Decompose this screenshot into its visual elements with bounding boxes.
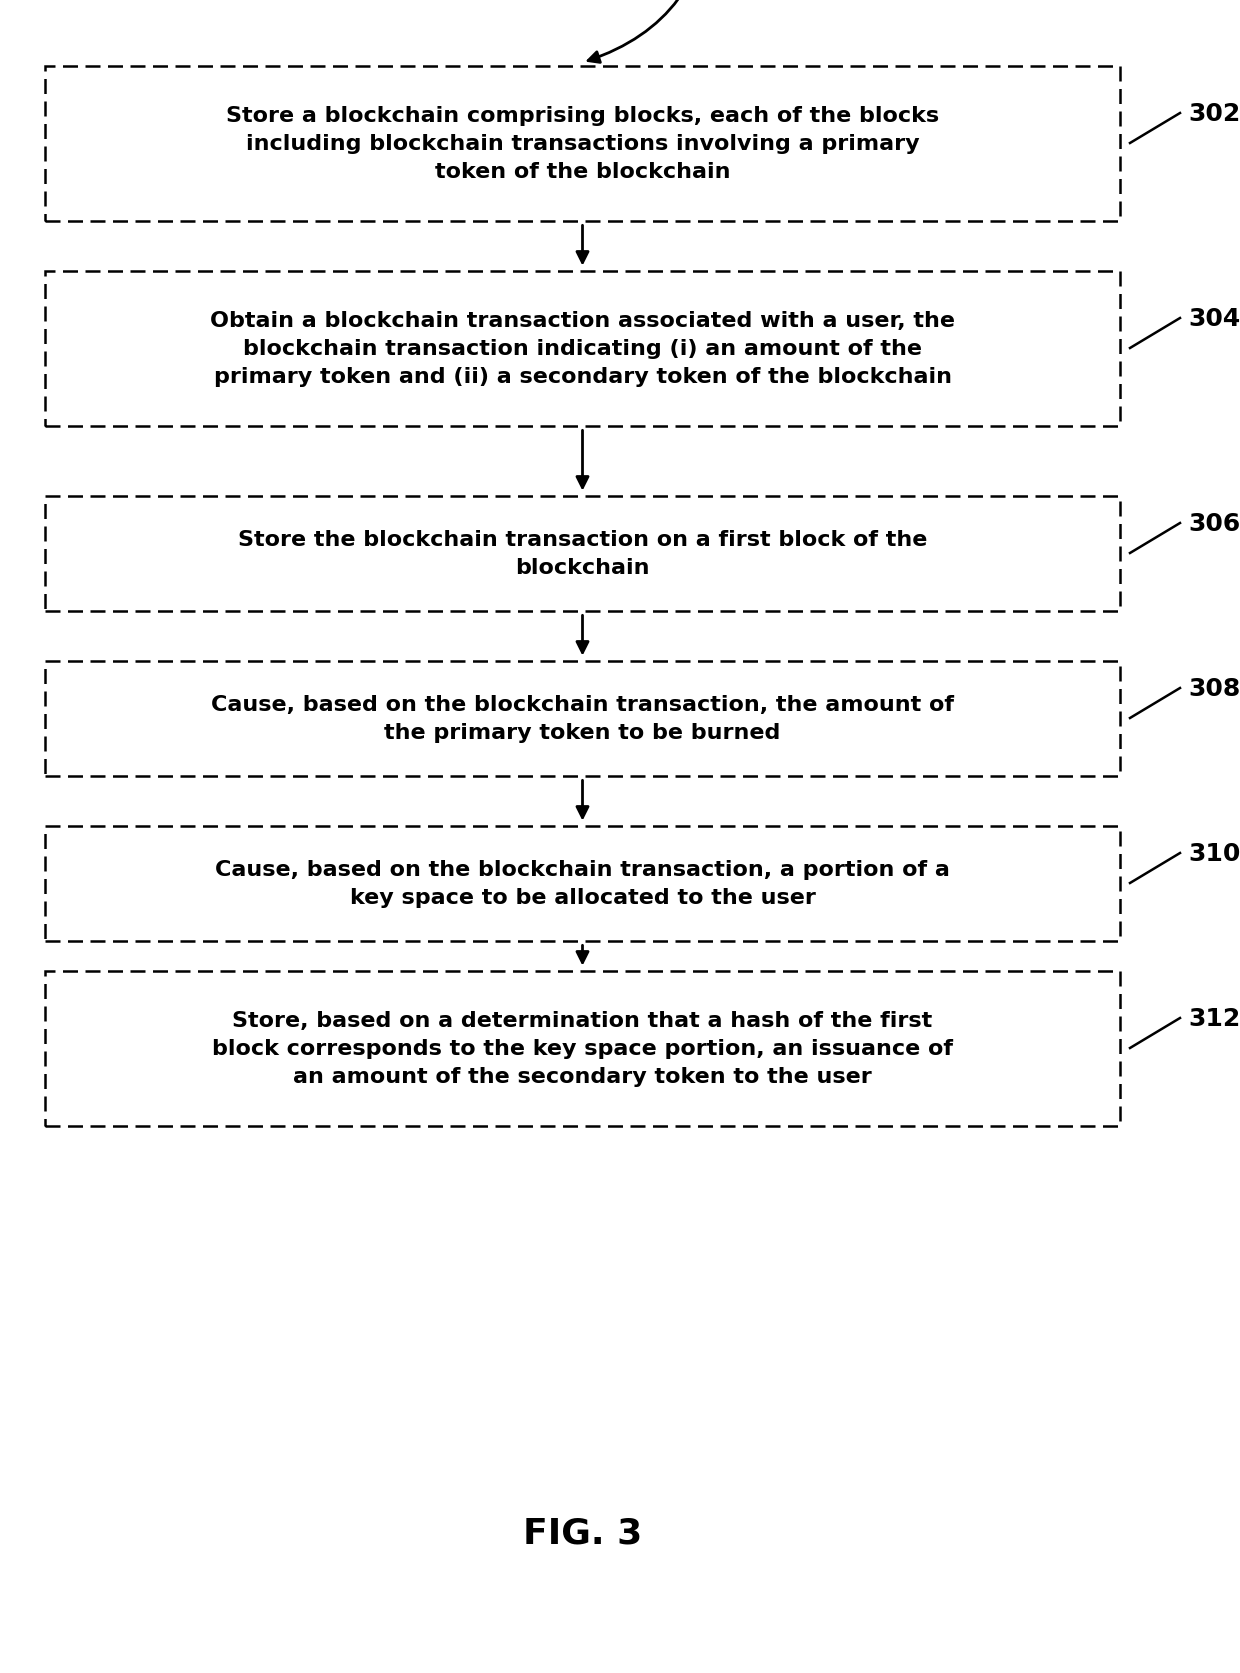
Text: Obtain a blockchain transaction associated with a user, the
blockchain transacti: Obtain a blockchain transaction associat… (210, 311, 955, 386)
Bar (45, 497, 1120, 611)
Text: 308: 308 (1188, 676, 1240, 701)
Text: 310: 310 (1188, 842, 1240, 865)
FancyArrowPatch shape (588, 0, 713, 64)
Text: Store a blockchain comprising blocks, each of the blocks
including blockchain tr: Store a blockchain comprising blocks, ea… (226, 105, 939, 182)
Text: Cause, based on the blockchain transaction, the amount of
the primary token to b: Cause, based on the blockchain transacti… (211, 694, 954, 743)
Bar (45, 271, 1120, 427)
Bar (45, 661, 1120, 776)
Bar (45, 67, 1120, 221)
Text: FIG. 3: FIG. 3 (523, 1516, 642, 1551)
Text: Store, based on a determination that a hash of the first
block corresponds to th: Store, based on a determination that a h… (212, 1010, 954, 1086)
Bar (45, 970, 1120, 1126)
Text: Store the blockchain transaction on a first block of the
blockchain: Store the blockchain transaction on a fi… (238, 530, 928, 577)
Text: 304: 304 (1188, 306, 1240, 331)
Bar (45, 826, 1120, 940)
Text: 306: 306 (1188, 512, 1240, 535)
Text: 312: 312 (1188, 1007, 1240, 1031)
Text: Cause, based on the blockchain transaction, a portion of a
key space to be alloc: Cause, based on the blockchain transacti… (215, 860, 950, 907)
Text: 302: 302 (1188, 102, 1240, 125)
